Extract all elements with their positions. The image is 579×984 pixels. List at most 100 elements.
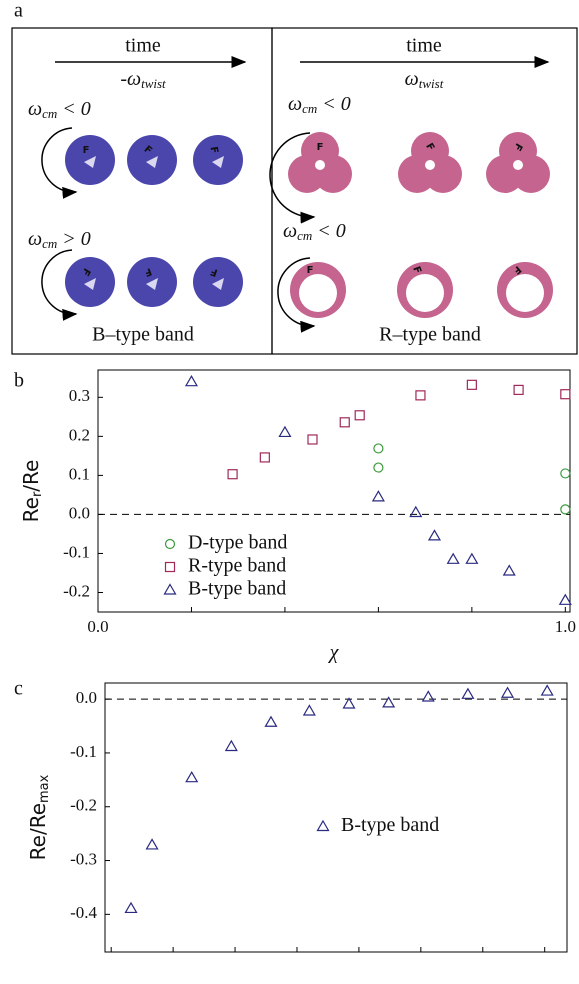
shape-letter: F [317,142,324,153]
r-band-ring-hole [299,274,337,312]
y-axis-label: Rer/Re [19,460,45,523]
data-point [560,468,571,479]
text-part: ω [283,220,297,242]
legend-label: D-type band [188,532,287,554]
data-point [307,434,318,445]
legend-marker [316,819,330,832]
y-tick-label: -0.2 [63,581,90,600]
shape-letter: F [410,265,423,275]
x-tick-label: 0.0 [87,617,108,636]
text-part: < 0 [312,220,346,242]
data-point [415,390,426,401]
data-point [342,697,356,709]
time-label: time [125,35,161,57]
y-tick-label: -0.4 [70,903,97,922]
data-point [382,696,396,708]
band-shapes: F F FF F FF F FF F F [41,127,553,333]
shape-letter: F [83,145,90,156]
data-point [278,425,292,438]
shape-letter: F [79,266,92,277]
legend-label: R-type band [188,555,286,577]
y-tick-label: -0.1 [63,542,90,561]
y-tick-label: 0.0 [76,688,97,707]
y-tick-label: 0.0 [69,503,90,522]
legend-marker [163,583,177,595]
data-point [259,452,270,463]
x-axis-label: Ar (×10⁴) [289,981,383,984]
data-point [409,505,423,518]
text-part: ω [405,68,419,90]
data-point [339,417,350,428]
text-part: ω [288,93,302,115]
r-band-ring-hole [406,274,444,312]
panel-box [271,27,578,355]
omega-cm-label: ωcm < 0 [283,220,346,243]
data-point [421,690,435,702]
data-point [513,384,524,396]
data-point [461,687,475,699]
omega-cm-label: ωcm < 0 [28,98,91,121]
shape-letter: F [511,141,524,152]
legend-marker [164,561,176,573]
rotation-arrow [41,249,78,321]
text-part: max [37,774,52,803]
data-point [185,770,199,783]
data-point [501,686,515,698]
y-tick-label: 0.3 [69,386,90,405]
b-band-hole [146,278,158,290]
shape-letter: F [207,146,219,155]
band-caption: B–type band [92,324,194,346]
data-point [558,593,572,605]
r-band-hole [315,160,325,170]
y-tick-label: -0.3 [70,849,97,868]
r-band-ring-hole [506,274,544,312]
text-part: < 0 [57,98,91,120]
omega-cm-label: ωcm < 0 [288,93,351,116]
panel-label: a [14,0,23,22]
r-band-hole [513,160,523,170]
text-part: cm [42,236,57,251]
text-part: -ω [120,68,141,90]
r-band-hole [425,160,435,170]
time-label: time [406,35,442,57]
data-point [465,552,479,564]
x-tick-label: 1.0 [555,617,576,636]
shape-letter: F [423,142,436,153]
shape-letter: F [307,265,314,276]
omega-label: -ωtwist [120,68,166,91]
text-part: ω [28,98,42,120]
panel-label: c [14,678,23,700]
b-band-hole [84,156,96,168]
text-part: r [30,491,45,497]
data-point [560,389,571,400]
band-caption: R–type band [379,324,481,346]
legend-marker [164,538,176,550]
rotation-arrow [277,257,316,333]
text-part: ω [28,228,42,250]
data-point [446,552,460,564]
text-part: cm [297,228,312,243]
y-tick-label: -0.2 [70,796,97,815]
b-band-hole [146,156,158,168]
text-part: (×10⁴) [311,981,383,984]
data-point [502,564,516,576]
data-point [354,410,365,421]
b-band-hole [212,278,224,290]
text-part: /Re [19,460,43,492]
legend-label: B-type band [341,814,439,836]
rotation-arrow [269,132,316,224]
b-band-hole [212,156,224,168]
data-point [145,838,159,850]
text-part: Re/Re [26,803,50,860]
data-point [466,379,477,390]
data-point [184,375,199,387]
panel-label: b [14,370,24,392]
text-part: < 0 [317,93,351,115]
data-point [124,901,138,914]
text-part: twist [141,76,166,91]
data-point [427,529,442,541]
data-point [560,504,571,515]
text-part: Re [19,497,43,522]
text-part: cm [302,101,317,116]
